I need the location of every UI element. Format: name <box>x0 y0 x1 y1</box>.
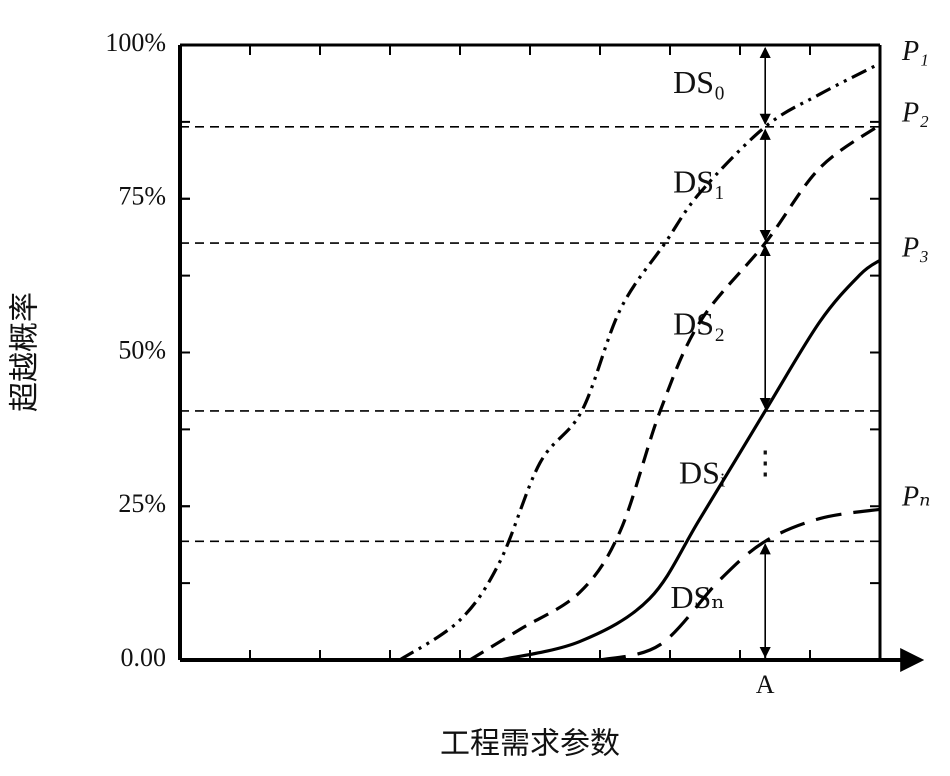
ellipsis: ⋮ <box>749 444 781 480</box>
y-tick-label: 0.00 <box>121 643 167 672</box>
damage-state-label: DSᵢ <box>679 454 725 490</box>
y-tick-label: 25% <box>118 489 166 518</box>
damage-state-label: DSₙ <box>670 579 725 615</box>
x-axis-label: 工程需求参数 <box>440 727 620 762</box>
curve <box>398 62 881 662</box>
curve <box>499 258 881 662</box>
series-label: P₁ <box>901 36 929 67</box>
series-label: Pₙ <box>901 482 930 513</box>
y-axis-label: 超越概率 <box>8 292 43 412</box>
y-tick-label: 75% <box>118 182 166 211</box>
curve <box>599 507 881 662</box>
y-tick-label: 100% <box>105 28 166 57</box>
series-label: P₂ <box>901 97 929 128</box>
damage-state-label: DS₀ <box>673 64 725 100</box>
marker-label: A <box>756 670 775 699</box>
curve <box>468 123 881 662</box>
series-label: P₃ <box>901 233 929 264</box>
y-tick-label: 50% <box>118 335 166 364</box>
